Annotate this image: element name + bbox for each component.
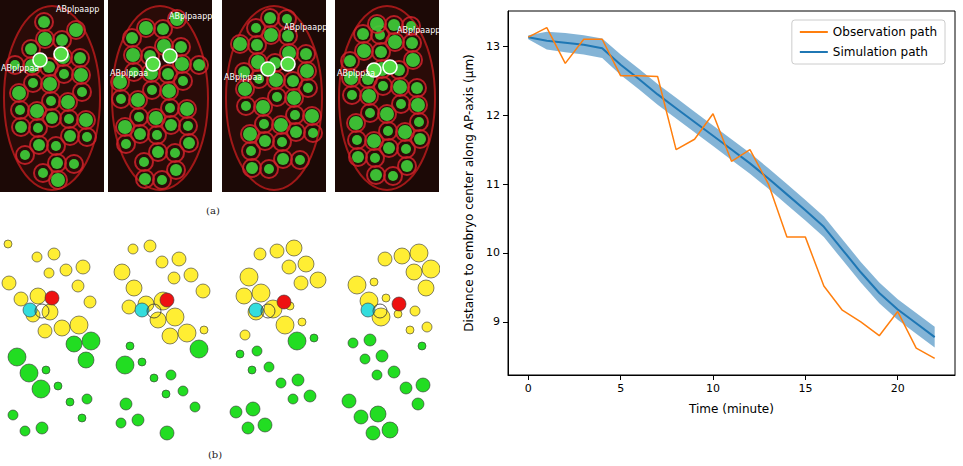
svg-text:13: 13 [486,40,500,53]
svg-text:20: 20 [891,382,905,395]
svg-text:ABplppaa: ABplppaa [110,69,148,78]
svg-text:10: 10 [486,246,500,259]
svg-text:10: 10 [706,382,720,395]
svg-text:ABplpaapp: ABplpaapp [284,23,327,32]
svg-text:ABplpaapp: ABplpaapp [397,26,440,35]
svg-text:(b): (b) [208,449,222,460]
svg-text:11: 11 [486,178,500,191]
svg-text:ABplpaapp: ABplpaapp [56,5,99,14]
svg-text:ABplppaa: ABplppaa [224,73,262,82]
svg-text:ABplppaa: ABplppaa [1,64,39,73]
svg-text:ABplpaapp: ABplpaapp [169,12,212,21]
svg-text:Observation path: Observation path [833,25,937,39]
svg-text:Time (minute): Time (minute) [688,402,774,416]
svg-text:Distance to embryo center alon: Distance to embryo center along AP-axis … [462,54,476,332]
svg-text:Simulation path: Simulation path [833,45,928,59]
svg-text:12: 12 [486,109,500,122]
svg-text:(a): (a) [206,205,220,216]
svg-text:5: 5 [617,382,624,395]
svg-text:15: 15 [798,382,812,395]
svg-text:9: 9 [493,315,500,328]
svg-text:0: 0 [525,382,532,395]
svg-text:ABplppaa: ABplppaa [337,69,375,78]
